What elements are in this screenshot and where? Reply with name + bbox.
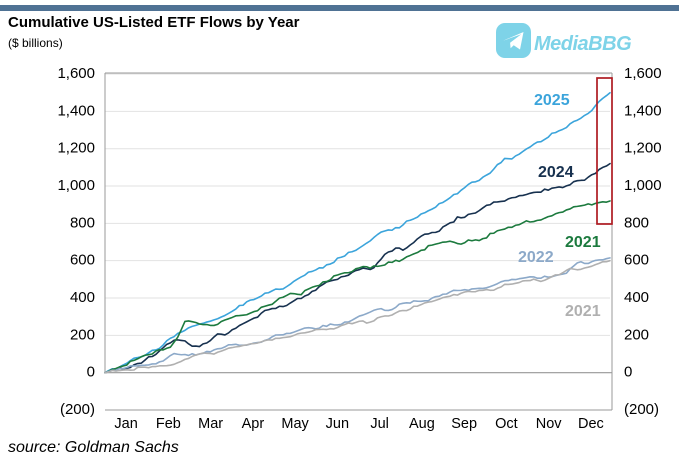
svg-text:Dec: Dec (578, 416, 604, 432)
svg-text:1,200: 1,200 (624, 140, 662, 157)
svg-text:0: 0 (624, 364, 632, 381)
svg-text:200: 200 (624, 326, 649, 343)
svg-text:400: 400 (624, 289, 649, 306)
svg-text:(200): (200) (60, 401, 95, 418)
svg-text:2025: 2025 (534, 92, 570, 109)
svg-text:1,000: 1,000 (624, 177, 662, 194)
svg-text:Oct: Oct (495, 416, 518, 432)
svg-text:2021: 2021 (565, 234, 601, 251)
svg-text:1,200: 1,200 (57, 140, 95, 157)
svg-text:1,400: 1,400 (57, 102, 95, 119)
svg-text:Jan: Jan (114, 416, 137, 432)
svg-text:2021: 2021 (565, 303, 601, 320)
svg-text:1,400: 1,400 (624, 102, 662, 119)
svg-text:1,600: 1,600 (624, 65, 662, 82)
svg-text:May: May (281, 416, 309, 432)
svg-text:200: 200 (70, 326, 95, 343)
svg-text:Feb: Feb (156, 416, 181, 432)
svg-text:1,000: 1,000 (57, 177, 95, 194)
svg-text:800: 800 (70, 214, 95, 231)
svg-text:2022: 2022 (518, 249, 554, 266)
svg-text:600: 600 (624, 252, 649, 269)
svg-text:600: 600 (70, 252, 95, 269)
svg-text:800: 800 (624, 214, 649, 231)
svg-text:Sep: Sep (451, 416, 477, 432)
svg-text:2024: 2024 (538, 164, 574, 181)
svg-text:0: 0 (87, 364, 95, 381)
svg-text:Jun: Jun (326, 416, 349, 432)
svg-text:MediaBBG: MediaBBG (534, 33, 631, 55)
svg-text:1,600: 1,600 (57, 65, 95, 82)
svg-text:Jul: Jul (370, 416, 389, 432)
svg-text:Aug: Aug (409, 416, 435, 432)
svg-text:Nov: Nov (536, 416, 563, 432)
svg-text:400: 400 (70, 289, 95, 306)
svg-text:Apr: Apr (242, 416, 265, 432)
svg-text:Mar: Mar (198, 416, 223, 432)
svg-text:(200): (200) (624, 401, 659, 418)
